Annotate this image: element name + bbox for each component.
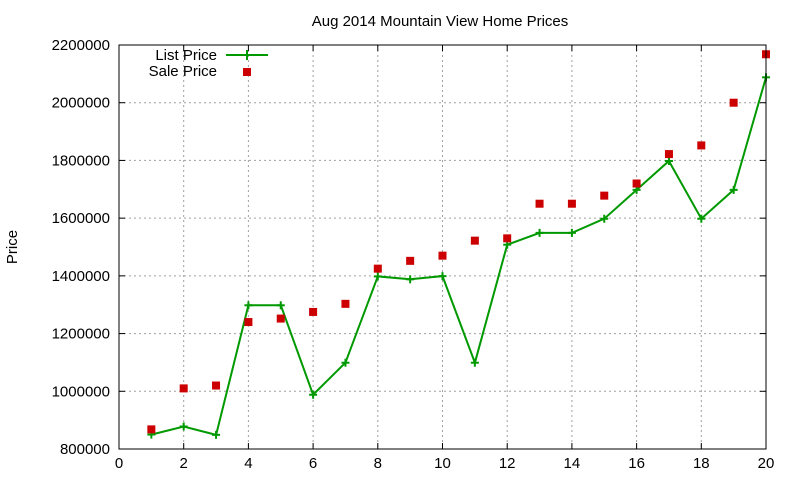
sale-price-point [179,384,188,393]
sale-price-point [697,141,706,150]
y-tick-label: 2200000 [52,37,110,54]
legend: List Price Sale Price [149,47,268,80]
sale-price-point [632,179,641,188]
sale-price-point [373,264,382,273]
x-tick-label: 20 [758,455,775,472]
list-price-point [697,214,706,223]
list-price-point [729,185,738,194]
legend-label-list-price: List Price [155,47,217,64]
sale-price-point [567,199,576,208]
list-price-point [179,422,188,431]
sale-price-point [729,98,738,107]
sale-price-point [276,314,285,323]
legend-label-sale-price: Sale Price [149,63,217,80]
list-price-point [535,228,544,237]
x-tick-label: 16 [628,455,645,472]
list-price-line [151,77,767,437]
y-tick-label: 1800000 [52,152,110,169]
sale-price-point [244,318,253,327]
y-tick-label: 1000000 [52,383,110,400]
list-price-point [309,390,318,399]
y-tick-label: 1200000 [52,326,110,343]
x-tick-label: 4 [244,455,252,472]
series-layer [147,50,770,439]
sale-price-point [341,299,350,308]
list-price-point [341,358,350,367]
x-tick-label: 14 [564,455,581,472]
sale-price-point [438,251,447,260]
x-tick-label: 12 [499,455,516,472]
sale-price-point [212,381,221,390]
legend-marker-sale-price [243,68,251,76]
sale-price-point [535,199,544,208]
y-tick-label: 800000 [60,441,110,458]
list-price-point [600,214,609,223]
x-tick-label: 18 [693,455,710,472]
grid [119,45,766,449]
list-price-point [438,272,447,281]
y-tick-label: 1600000 [52,210,110,227]
sale-price-point [664,150,673,159]
list-price-point [276,301,285,310]
x-tick-label: 8 [374,455,382,472]
sale-price-point [503,234,512,243]
legend-marker-list-price [242,50,252,60]
list-price-point [406,275,415,284]
sale-price-point [309,307,318,316]
list-price-point [567,228,576,237]
sale-price-point [147,425,156,434]
list-price-point [212,430,221,439]
x-tick-label: 2 [180,455,188,472]
x-tick-label: 0 [115,455,123,472]
list-price-point [470,358,479,367]
y-tick-label: 2000000 [52,95,110,112]
y-axis-label: Price [4,230,21,264]
list-price-point [373,272,382,281]
y-tick-label: 1400000 [52,268,110,285]
sale-price-point [406,256,415,265]
x-tick-label: 10 [434,455,451,472]
list-price-point [244,301,253,310]
chart-title: Aug 2014 Mountain View Home Prices [312,13,569,30]
list-price-point [664,157,673,166]
axis-ticks: 0 2 4 6 8 10 12 14 16 18 20 800000 1000000 1200000 140… [52,37,775,472]
sale-price-point [470,236,479,245]
sale-price-point [600,191,609,200]
x-tick-label: 6 [309,455,317,472]
